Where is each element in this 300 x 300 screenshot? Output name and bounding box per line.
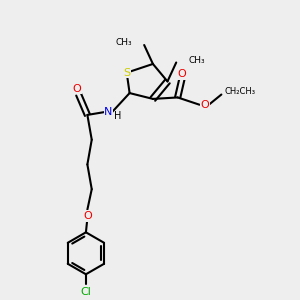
Text: O: O <box>73 84 82 94</box>
Text: O: O <box>178 69 186 79</box>
Text: H: H <box>114 110 121 121</box>
Text: O: O <box>83 211 92 221</box>
Text: O: O <box>200 100 209 110</box>
Text: N: N <box>104 107 112 117</box>
Text: Cl: Cl <box>80 287 92 297</box>
Text: CH₃: CH₃ <box>115 38 132 47</box>
Text: CH₂CH₃: CH₂CH₃ <box>224 87 255 96</box>
Text: CH₃: CH₃ <box>188 56 205 65</box>
Text: S: S <box>123 68 130 78</box>
